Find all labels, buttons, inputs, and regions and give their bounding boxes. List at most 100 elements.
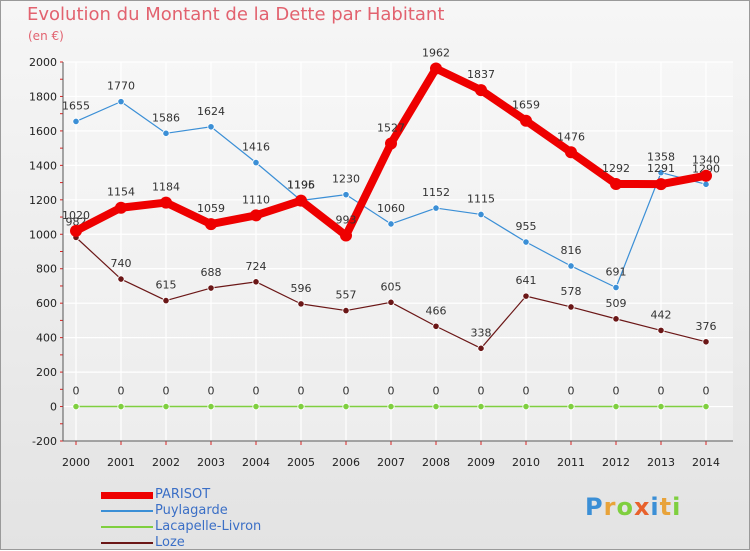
data-label-lacapelle-livron: 0 — [298, 385, 305, 398]
data-point-parisot — [115, 201, 127, 214]
data-label-lacapelle-livron: 0 — [523, 385, 530, 398]
data-label-puylagarde: 1358 — [647, 151, 675, 164]
data-label-puylagarde: 1196 — [287, 179, 315, 192]
y-tick-label: 1000 — [29, 228, 57, 241]
data-label-parisot: 1184 — [152, 181, 180, 194]
data-point-lacapelle-livron — [567, 402, 575, 411]
data-point-parisot — [160, 196, 172, 209]
data-label-parisot: 1962 — [422, 47, 450, 60]
data-point-loze — [387, 298, 395, 306]
data-label-parisot: 993 — [336, 213, 357, 226]
data-point-puylagarde — [252, 159, 260, 167]
data-point-loze — [252, 278, 260, 286]
data-point-lacapelle-livron — [252, 402, 260, 411]
data-point-parisot — [385, 137, 397, 150]
legend-swatch-loze — [101, 542, 153, 544]
data-point-parisot — [205, 218, 217, 231]
data-point-parisot — [295, 194, 307, 207]
data-point-parisot — [610, 177, 622, 190]
data-label-parisot: 1340 — [692, 154, 720, 167]
y-tick-label: 1400 — [29, 159, 57, 172]
data-label-lacapelle-livron: 0 — [703, 385, 710, 398]
data-label-parisot: 1476 — [557, 130, 585, 143]
data-point-loze — [702, 338, 710, 346]
legend-label-lacapelle-livron: Lacapelle-Livron — [155, 519, 262, 534]
data-label-lacapelle-livron: 0 — [388, 385, 395, 398]
data-label-loze: 596 — [291, 282, 312, 295]
data-label-parisot: 1292 — [602, 162, 630, 175]
data-point-lacapelle-livron — [522, 402, 530, 411]
data-label-puylagarde: 1770 — [107, 80, 135, 93]
data-point-loze — [162, 296, 170, 305]
y-tick-label: 1200 — [29, 194, 57, 207]
data-point-lacapelle-livron — [612, 402, 620, 411]
legend-swatch-parisot — [101, 492, 153, 499]
data-point-loze — [297, 300, 305, 308]
data-point-lacapelle-livron — [72, 402, 80, 411]
x-tick-label: 2002 — [152, 456, 180, 469]
data-point-puylagarde — [72, 117, 80, 126]
logo-letter: x — [633, 493, 651, 521]
data-label-puylagarde: 1290 — [692, 162, 720, 175]
data-point-loze — [342, 306, 350, 315]
x-tick-label: 2000 — [62, 456, 90, 469]
y-tick-label: 1800 — [29, 90, 57, 103]
data-label-puylagarde: 1655 — [62, 99, 90, 112]
data-label-parisot: 1154 — [107, 186, 135, 199]
data-label-lacapelle-livron: 0 — [163, 385, 170, 398]
x-tick-label: 2008 — [422, 456, 450, 469]
data-label-parisot: 1110 — [242, 193, 270, 206]
data-point-puylagarde — [477, 210, 485, 219]
data-point-puylagarde — [207, 123, 215, 131]
data-point-parisot — [700, 169, 712, 182]
y-tick-label: 600 — [36, 297, 57, 310]
data-label-parisot: 1837 — [467, 68, 495, 81]
x-tick-label: 2001 — [107, 456, 135, 469]
data-label-lacapelle-livron: 0 — [118, 385, 125, 398]
data-label-puylagarde: 691 — [606, 266, 627, 279]
x-tick-label: 2014 — [692, 456, 720, 469]
data-label-puylagarde: 1152 — [422, 186, 450, 199]
data-point-loze — [477, 344, 485, 352]
data-point-loze — [657, 326, 665, 335]
data-label-parisot: 1291 — [647, 162, 675, 175]
x-tick-label: 2012 — [602, 456, 630, 469]
data-point-parisot — [340, 229, 352, 242]
data-label-puylagarde: 1230 — [332, 173, 360, 186]
x-tick-label: 2006 — [332, 456, 360, 469]
legend-swatch-puylagarde — [101, 510, 153, 512]
x-tick-label: 2007 — [377, 456, 405, 469]
logo-letter: t — [659, 493, 673, 521]
data-label-lacapelle-livron: 0 — [658, 385, 665, 398]
data-label-loze: 688 — [201, 266, 222, 279]
data-point-parisot — [430, 62, 442, 75]
data-label-loze: 578 — [561, 285, 582, 298]
data-point-parisot — [475, 84, 487, 97]
data-label-parisot: 1527 — [377, 121, 405, 134]
data-label-puylagarde: 1416 — [242, 141, 270, 154]
data-label-parisot: 1020 — [62, 209, 90, 222]
logo-letter: i — [672, 493, 682, 521]
data-point-parisot — [70, 224, 82, 237]
x-tick-label: 2003 — [197, 456, 225, 469]
data-point-puylagarde — [702, 180, 710, 188]
data-label-puylagarde: 1115 — [467, 192, 495, 205]
data-point-loze — [612, 315, 620, 323]
x-tick-label: 2013 — [647, 456, 675, 469]
data-label-puylagarde: 1586 — [152, 111, 180, 124]
data-point-parisot — [565, 146, 577, 159]
data-point-loze — [117, 275, 125, 283]
data-point-puylagarde — [432, 204, 440, 212]
x-tick-label: 2005 — [287, 456, 315, 469]
data-label-loze: 615 — [156, 279, 177, 292]
data-point-puylagarde — [657, 168, 665, 177]
data-label-lacapelle-livron: 0 — [208, 385, 215, 398]
data-label-loze: 509 — [606, 297, 627, 310]
x-tick-label: 2010 — [512, 456, 540, 469]
y-tick-label: 200 — [36, 366, 57, 379]
data-point-lacapelle-livron — [702, 402, 710, 411]
data-point-puylagarde — [387, 220, 395, 228]
data-label-lacapelle-livron: 0 — [613, 385, 620, 398]
logo-letter: P — [585, 493, 604, 521]
